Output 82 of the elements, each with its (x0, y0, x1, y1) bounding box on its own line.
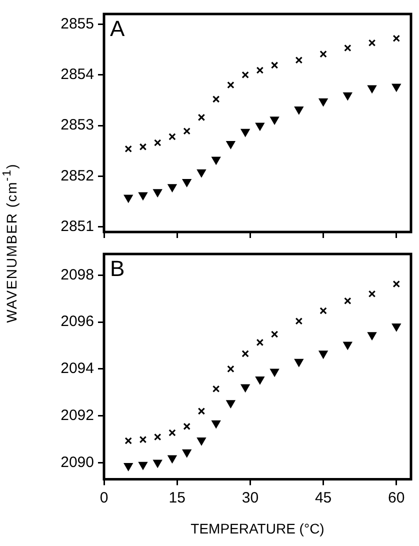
y-tick-label: 2094 (60, 360, 94, 378)
point (183, 422, 190, 430)
point (154, 433, 162, 441)
point (344, 44, 352, 52)
x-tick-label: 15 (168, 489, 186, 506)
x-tick-label: 60 (388, 489, 405, 506)
y-tick-label: 2098 (60, 266, 94, 284)
point (182, 179, 192, 187)
point (241, 384, 250, 392)
point (241, 128, 250, 136)
point (242, 71, 249, 78)
point (197, 437, 206, 446)
point (139, 436, 147, 444)
point (343, 342, 352, 350)
y-tick-label: 2853 (60, 116, 94, 134)
point (139, 143, 147, 150)
point (197, 169, 206, 177)
point (392, 323, 401, 332)
point (270, 330, 278, 338)
point (154, 139, 162, 146)
point (212, 156, 220, 164)
point (392, 34, 400, 42)
point (256, 376, 264, 384)
point (212, 385, 220, 393)
point (198, 408, 206, 415)
point (227, 365, 234, 373)
point (138, 462, 148, 470)
point (270, 62, 278, 69)
point (368, 290, 376, 298)
point (368, 332, 376, 340)
point (320, 50, 327, 58)
point (344, 297, 352, 305)
point (242, 350, 249, 358)
point (168, 133, 176, 140)
y-tick-label: 2852 (60, 167, 94, 184)
y-tick-label: 2854 (60, 66, 94, 83)
chart-title: B (110, 256, 125, 282)
point (226, 400, 235, 408)
y-tick-label: 2090 (60, 454, 94, 471)
point (227, 81, 234, 89)
point (256, 66, 264, 74)
point (295, 56, 303, 64)
point (124, 145, 132, 152)
point (270, 368, 279, 376)
point (319, 350, 328, 358)
point (153, 460, 162, 468)
point (256, 122, 264, 130)
point (212, 420, 220, 428)
point (270, 116, 279, 124)
point (320, 307, 327, 314)
y-tick-label: 2092 (60, 407, 94, 424)
point (153, 189, 162, 197)
point (124, 437, 132, 444)
point (392, 280, 400, 288)
point (295, 317, 303, 325)
point (124, 463, 133, 471)
point (294, 106, 304, 114)
point (256, 338, 264, 346)
x-tick-label: 0 (100, 489, 108, 506)
x-tick-label: 30 (242, 489, 259, 506)
point (168, 184, 176, 192)
point (343, 92, 352, 100)
y-tick-label: 2096 (60, 313, 94, 330)
y-tick-label: 2855 (60, 15, 94, 32)
point (392, 84, 401, 92)
point (198, 114, 206, 122)
point (226, 140, 235, 149)
point (168, 429, 176, 436)
point (124, 194, 133, 202)
point (368, 39, 376, 47)
point (294, 358, 304, 366)
point (168, 455, 176, 463)
point (183, 127, 190, 135)
x-axis-title: TEMPERATURE (°C) (190, 520, 324, 536)
point (138, 192, 148, 200)
point (368, 85, 376, 93)
point (182, 449, 192, 458)
y-tick-label: 2851 (60, 218, 94, 236)
point (319, 98, 328, 106)
x-tick-label: 45 (314, 489, 332, 506)
point (212, 96, 220, 103)
chart-title: A (110, 16, 125, 42)
